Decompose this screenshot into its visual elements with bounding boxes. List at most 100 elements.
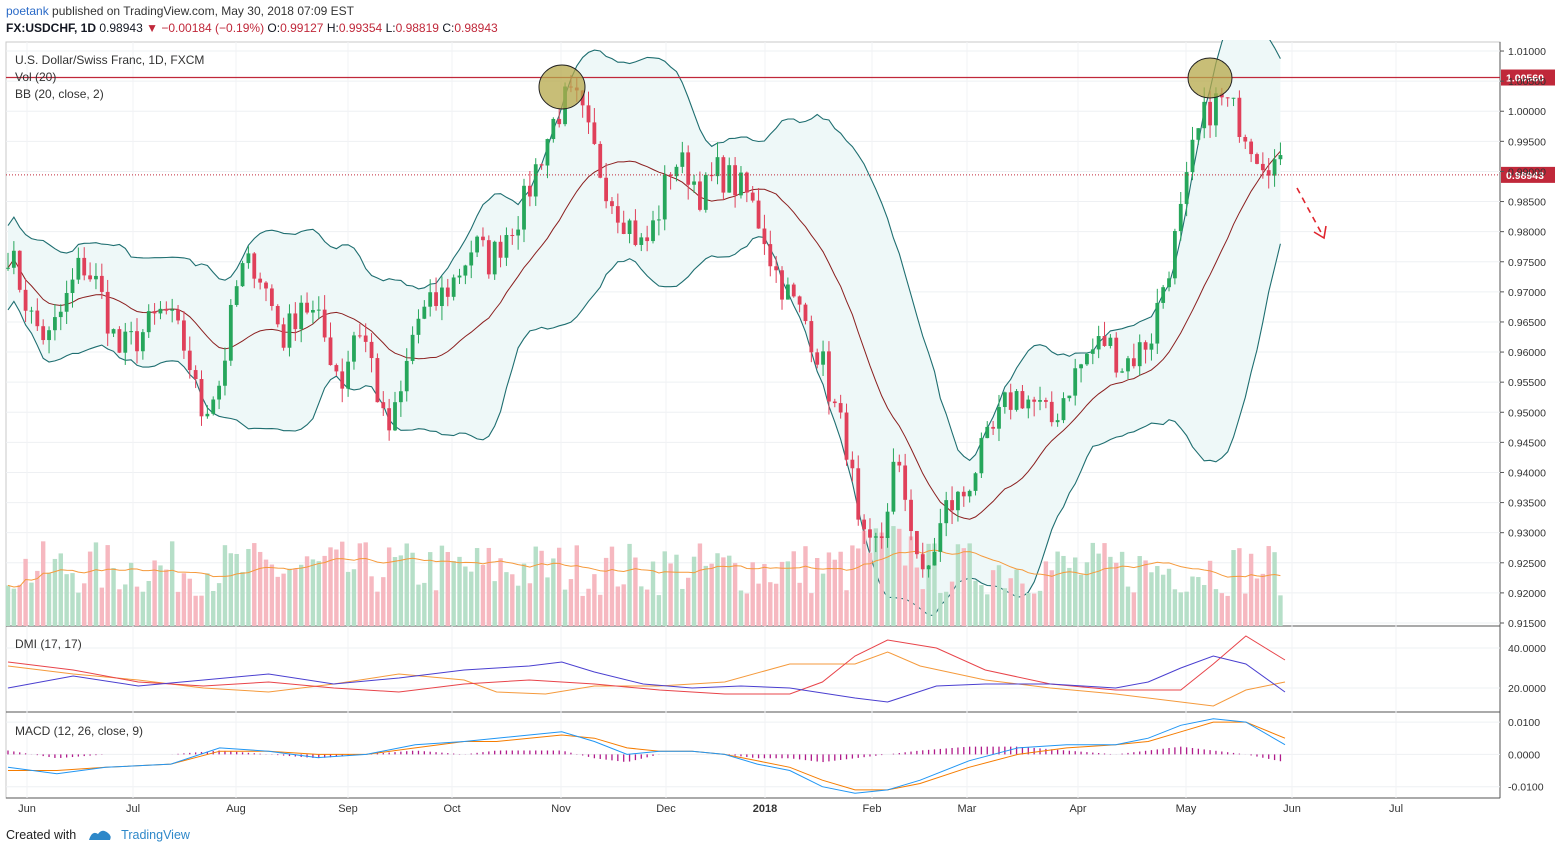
volume-ma-line [7, 549, 1281, 588]
plus-di-line [7, 655, 1286, 703]
time-tick-label: Sep [338, 803, 358, 815]
volume-bar [1278, 595, 1283, 626]
candle-body [516, 229, 521, 236]
volume-bar [1049, 570, 1054, 626]
candle-body [920, 554, 925, 570]
volume-bar [1178, 592, 1183, 626]
candle-body [404, 360, 409, 392]
volume-bar [985, 594, 990, 626]
volume-bar [861, 530, 867, 626]
candle-body [1149, 343, 1154, 350]
price-tick-label: 0.92000 [1508, 588, 1546, 600]
candle-body [1225, 97, 1230, 99]
candle-body [252, 253, 257, 279]
price-chart[interactable]: 1.00560 0.98943 1.01000 1.00500 1.00000 0.99… [0, 40, 1556, 820]
candle-body [176, 309, 180, 321]
candle-body [287, 313, 292, 348]
candle-body [275, 305, 280, 325]
volume-bar [469, 571, 474, 626]
close-label: C: [442, 21, 455, 35]
last-price-tag [1501, 166, 1555, 183]
price-tick-label: 0.95000 [1508, 407, 1546, 419]
volume-bar [252, 543, 257, 626]
candle-body [1184, 172, 1189, 204]
volume-bar [228, 553, 234, 626]
candle-body [656, 219, 661, 221]
volume-bar [351, 569, 357, 626]
candle-body [1131, 358, 1136, 367]
volume-bar [856, 548, 861, 626]
candle-body [293, 313, 298, 330]
candle-body [668, 174, 673, 177]
volume-bar [961, 548, 966, 626]
candle-body [610, 201, 614, 207]
candle-body [850, 459, 855, 469]
candle-body [1102, 336, 1107, 346]
candle-body [785, 284, 790, 300]
candle-body [580, 90, 585, 106]
candle-body [1178, 203, 1183, 232]
candle-body [1190, 139, 1195, 173]
volume-bar [891, 526, 896, 626]
volume-bar [1266, 546, 1271, 626]
volume-bar [897, 528, 902, 626]
volume-bar [639, 586, 644, 626]
volume-bar [867, 552, 873, 626]
time-tick-label: Feb [863, 803, 882, 815]
price-tick-label: 1.00000 [1508, 106, 1546, 118]
volume-bar [1166, 568, 1172, 626]
volume-bar [457, 556, 462, 626]
volume-bar [1131, 592, 1137, 626]
time-tick-label: Oct [443, 803, 460, 815]
candle-body [1032, 399, 1037, 402]
candle-body [369, 341, 374, 359]
volume-bar [1096, 553, 1101, 626]
macd-tick-label: 0.0000 [1508, 749, 1540, 761]
volume-bar [205, 573, 210, 626]
candle-body [1049, 401, 1054, 423]
time-tick-label: May [1176, 803, 1197, 815]
price-tick-label: 0.91500 [1508, 618, 1546, 630]
candle-body [1255, 154, 1259, 164]
price-tick-label: 0.98500 [1508, 197, 1546, 209]
candle-body [1260, 163, 1265, 171]
volume-bar [316, 561, 321, 626]
candle-body [1266, 170, 1271, 176]
candle-body [463, 265, 468, 276]
candle-body [469, 252, 474, 266]
top-marker-ellipse [538, 64, 586, 110]
volume-bar [439, 545, 445, 626]
volume-bar [996, 565, 1002, 626]
volume-bar [1026, 592, 1031, 626]
volume-bar [1196, 577, 1201, 626]
volume-bar [498, 558, 503, 626]
volume-bar [1008, 578, 1013, 626]
low-value: 0.98819 [395, 21, 439, 35]
volume-bar [1272, 552, 1277, 626]
candle-body [363, 335, 368, 342]
candle-body [6, 267, 10, 269]
volume-bar [762, 564, 767, 626]
candle-body [340, 371, 345, 389]
candle-body [129, 331, 134, 333]
author-link[interactable]: poetank [6, 4, 49, 18]
candle-body [985, 426, 990, 439]
volume-bar [685, 577, 691, 626]
volume-bar [216, 583, 222, 626]
candle-body [322, 309, 327, 338]
tradingview-link[interactable]: TradingView [121, 828, 190, 842]
candle-body [228, 304, 233, 361]
candle-body [1008, 392, 1013, 410]
candle-body [1120, 371, 1125, 373]
volume-bar [1108, 556, 1113, 626]
candle-body [815, 352, 820, 365]
volume-bar [979, 585, 984, 626]
volume-bar [269, 564, 275, 626]
volume-bar [427, 552, 433, 626]
candle-body [744, 172, 749, 193]
candle-body [879, 536, 884, 538]
candle-body [522, 185, 526, 230]
volume-bar [926, 543, 931, 626]
candle-body [1172, 231, 1177, 279]
volume-bar [1237, 548, 1242, 626]
